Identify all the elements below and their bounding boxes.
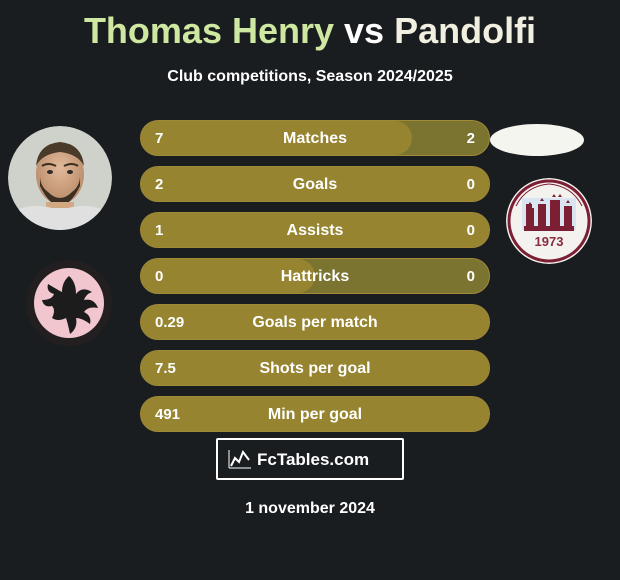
title-vs: vs — [334, 10, 394, 51]
stat-list: 72Matches 20Goals 10Assists 00Hattricks 0.29… — [140, 120, 490, 442]
brand-text: FcTables.com — [257, 450, 369, 469]
date: 1 november 2024 — [0, 500, 620, 518]
stat-label: Shots per goal — [141, 351, 489, 387]
player-photo-right — [490, 124, 584, 156]
title-left: Thomas Henry — [84, 10, 334, 51]
stat-label: Assists — [141, 213, 489, 249]
stat-row: 0.29Goals per match — [140, 304, 490, 340]
brand-box: FcTables.com — [216, 438, 404, 480]
stat-label: Hattricks — [141, 259, 489, 295]
club-badge-left — [26, 260, 112, 346]
title-right: Pandolfi — [394, 10, 536, 51]
stat-label: Goals — [141, 167, 489, 203]
stat-row: 7.5Shots per goal — [140, 350, 490, 386]
club-badge-right: 1973 — [506, 178, 592, 264]
stat-label: Matches — [141, 121, 489, 157]
stat-label: Min per goal — [141, 397, 489, 433]
subtitle: Club competitions, Season 2024/2025 — [0, 68, 620, 86]
stat-row: 10Assists — [140, 212, 490, 248]
stat-row: 00Hattricks — [140, 258, 490, 294]
stat-row: 491Min per goal — [140, 396, 490, 432]
player-photo-left — [8, 126, 112, 230]
page-title: Thomas Henry vs Pandolfi — [0, 0, 620, 52]
stat-row: 20Goals — [140, 166, 490, 202]
stat-row: 72Matches — [140, 120, 490, 156]
svg-text:1973: 1973 — [535, 234, 564, 249]
stat-label: Goals per match — [141, 305, 489, 341]
